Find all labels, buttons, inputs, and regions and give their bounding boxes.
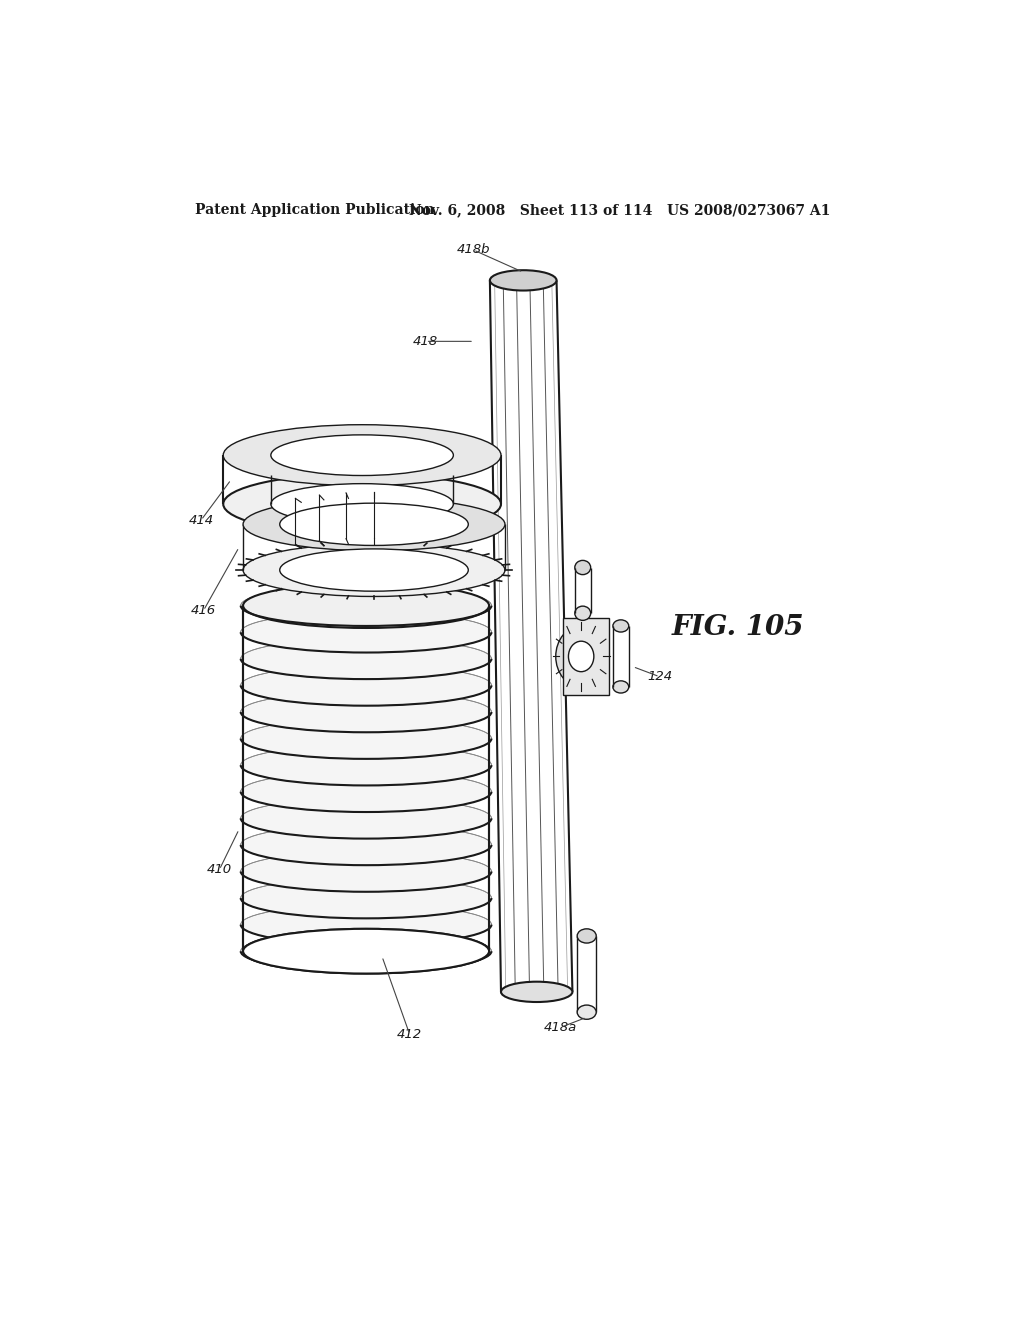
Ellipse shape	[578, 1005, 596, 1019]
Text: Nov. 6, 2008   Sheet 113 of 114   US 2008/0273067 A1: Nov. 6, 2008 Sheet 113 of 114 US 2008/02…	[410, 203, 830, 216]
Ellipse shape	[241, 665, 492, 706]
Ellipse shape	[574, 561, 591, 574]
Ellipse shape	[613, 620, 629, 632]
Ellipse shape	[223, 425, 501, 486]
Ellipse shape	[241, 904, 492, 945]
Ellipse shape	[501, 982, 572, 1002]
Ellipse shape	[241, 878, 492, 919]
Ellipse shape	[243, 498, 505, 550]
Ellipse shape	[243, 929, 489, 974]
Ellipse shape	[243, 929, 489, 974]
Ellipse shape	[568, 642, 594, 672]
Ellipse shape	[223, 474, 501, 535]
Text: 418: 418	[413, 335, 438, 348]
Ellipse shape	[280, 503, 468, 545]
Ellipse shape	[241, 825, 492, 865]
Ellipse shape	[241, 718, 492, 759]
Ellipse shape	[241, 639, 492, 678]
Text: FIG. 105: FIG. 105	[672, 615, 804, 642]
Text: 416: 416	[190, 605, 216, 618]
Ellipse shape	[241, 612, 492, 652]
Ellipse shape	[270, 434, 454, 475]
Ellipse shape	[578, 929, 596, 942]
Ellipse shape	[241, 692, 492, 733]
Ellipse shape	[241, 744, 492, 785]
Text: 412: 412	[397, 1028, 422, 1041]
Ellipse shape	[280, 549, 468, 591]
Text: 418a: 418a	[544, 1020, 578, 1034]
Ellipse shape	[241, 771, 492, 812]
Bar	[563, 618, 609, 694]
Ellipse shape	[270, 483, 454, 524]
Text: Patent Application Publication: Patent Application Publication	[196, 203, 435, 216]
Ellipse shape	[241, 799, 492, 838]
Ellipse shape	[241, 585, 492, 626]
Ellipse shape	[241, 851, 492, 892]
Ellipse shape	[574, 606, 591, 620]
Ellipse shape	[489, 271, 557, 290]
Ellipse shape	[243, 544, 505, 597]
Text: 414: 414	[188, 513, 214, 527]
Ellipse shape	[243, 583, 489, 628]
Ellipse shape	[613, 681, 629, 693]
Text: 418b: 418b	[457, 243, 489, 256]
Text: 124: 124	[647, 671, 673, 684]
Text: 410: 410	[207, 863, 231, 876]
Ellipse shape	[556, 626, 606, 686]
Ellipse shape	[241, 931, 492, 972]
